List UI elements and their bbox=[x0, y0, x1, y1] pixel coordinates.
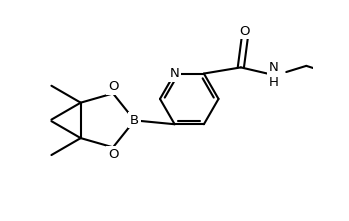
Text: B: B bbox=[130, 114, 139, 127]
Text: O: O bbox=[108, 80, 118, 93]
Text: N: N bbox=[170, 67, 179, 80]
Text: N
H: N H bbox=[269, 61, 279, 89]
Text: O: O bbox=[108, 148, 118, 161]
Text: O: O bbox=[239, 25, 250, 38]
